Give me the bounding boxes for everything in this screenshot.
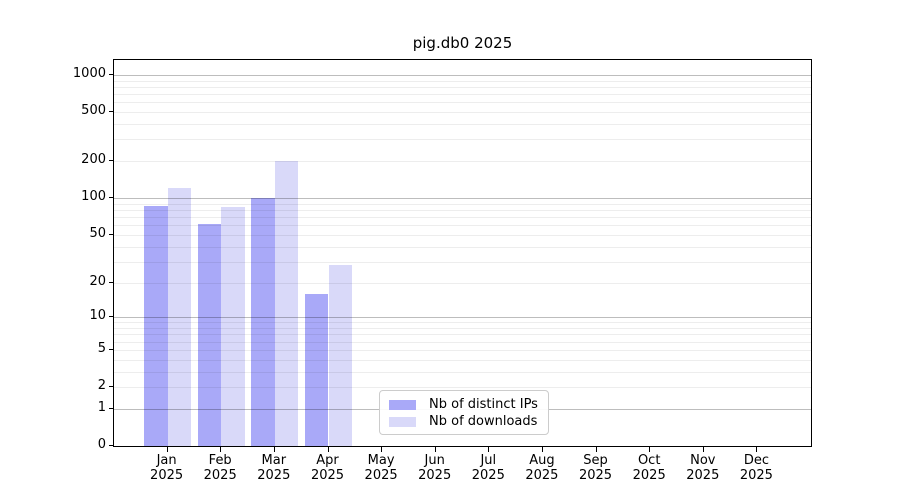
x-tick-label-sep: Sep 2025 bbox=[578, 453, 613, 483]
y-tick-mark bbox=[109, 445, 114, 446]
x-tick-mark-oct bbox=[649, 447, 651, 452]
y-tick-mark bbox=[109, 233, 114, 235]
x-tick-label-aug: Aug 2025 bbox=[525, 453, 559, 483]
x-tick-label-feb: Feb 2025 bbox=[203, 453, 237, 483]
x-tick-label-mar: Mar 2025 bbox=[257, 453, 291, 483]
x-tick-mark-may bbox=[381, 447, 383, 452]
bar-jan-distinct-ips bbox=[144, 206, 168, 446]
plot-area: Nb of distinct IPs Nb of downloads bbox=[113, 59, 812, 447]
y-tick-label-500: 500 bbox=[81, 103, 106, 119]
x-tick-mark-apr bbox=[327, 447, 329, 452]
x-tick-label-dec: Dec 2025 bbox=[739, 453, 773, 483]
y-tick-mark bbox=[109, 386, 114, 387]
bar-apr-downloads bbox=[328, 265, 353, 446]
chart-title: pig.db0 2025 bbox=[412, 34, 513, 52]
legend-swatch-downloads-icon bbox=[389, 416, 416, 427]
y-tick-mark bbox=[109, 73, 114, 75]
y-tick-label-1000: 1000 bbox=[72, 65, 106, 81]
y-tick-mark bbox=[109, 348, 114, 350]
x-tick-label-may: May 2025 bbox=[364, 453, 398, 483]
x-tick-mark-sep bbox=[595, 447, 597, 452]
y-tick-label-0: 0 bbox=[97, 437, 106, 452]
x-tick-label-jul: Jul 2025 bbox=[471, 453, 505, 483]
bar-jan-downloads bbox=[167, 188, 192, 446]
y-tick-mark bbox=[109, 111, 114, 113]
x-tick-mark-feb bbox=[220, 447, 222, 452]
legend-swatch-distinct-ips-icon bbox=[389, 399, 416, 410]
x-tick-label-oct: Oct 2025 bbox=[632, 453, 666, 483]
x-tick-label-jun: Jun 2025 bbox=[418, 453, 452, 483]
legend-item-distinct-ips: Nb of distinct IPs bbox=[389, 396, 539, 413]
y-tick-label-200: 200 bbox=[81, 152, 106, 168]
y-tick-mark bbox=[109, 281, 114, 283]
x-tick-mark-nov bbox=[702, 447, 704, 452]
x-tick-label-apr: Apr 2025 bbox=[310, 453, 345, 483]
x-tick-mark-jan bbox=[166, 447, 168, 452]
x-tick-mark-jul bbox=[488, 447, 490, 452]
y-tick-label-2: 2 bbox=[97, 378, 106, 393]
x-tick-label-nov: Nov 2025 bbox=[686, 453, 720, 483]
legend-label-downloads: Nb of downloads bbox=[429, 414, 538, 429]
y-tick-mark bbox=[109, 160, 114, 162]
bars-layer bbox=[114, 60, 811, 446]
x-tick-mark-mar bbox=[273, 447, 275, 452]
bar-apr-distinct-ips bbox=[304, 293, 329, 446]
legend-item-downloads: Nb of downloads bbox=[389, 413, 539, 430]
x-tick-mark-aug bbox=[541, 447, 543, 452]
x-tick-mark-dec bbox=[756, 447, 758, 452]
y-tick-label-50: 50 bbox=[89, 225, 106, 241]
y-tick-mark bbox=[109, 316, 114, 318]
bar-feb-downloads bbox=[221, 206, 245, 446]
y-tick-label-100: 100 bbox=[81, 189, 106, 205]
y-tick-mark bbox=[109, 197, 114, 199]
x-tick-mark-jun bbox=[434, 447, 436, 452]
legend: Nb of distinct IPs Nb of downloads bbox=[379, 390, 549, 435]
legend-label-distinct-ips: Nb of distinct IPs bbox=[429, 397, 538, 412]
x-tick-label-jan: Jan 2025 bbox=[150, 453, 184, 483]
bar-mar-distinct-ips bbox=[251, 198, 275, 446]
y-tick-mark bbox=[109, 407, 114, 409]
bar-mar-downloads bbox=[274, 161, 299, 446]
y-tick-label-5: 5 bbox=[97, 340, 106, 356]
y-tick-label-10: 10 bbox=[89, 308, 106, 324]
y-tick-label-20: 20 bbox=[89, 273, 106, 289]
y-tick-label-1: 1 bbox=[97, 399, 106, 415]
bar-feb-distinct-ips bbox=[197, 223, 222, 446]
